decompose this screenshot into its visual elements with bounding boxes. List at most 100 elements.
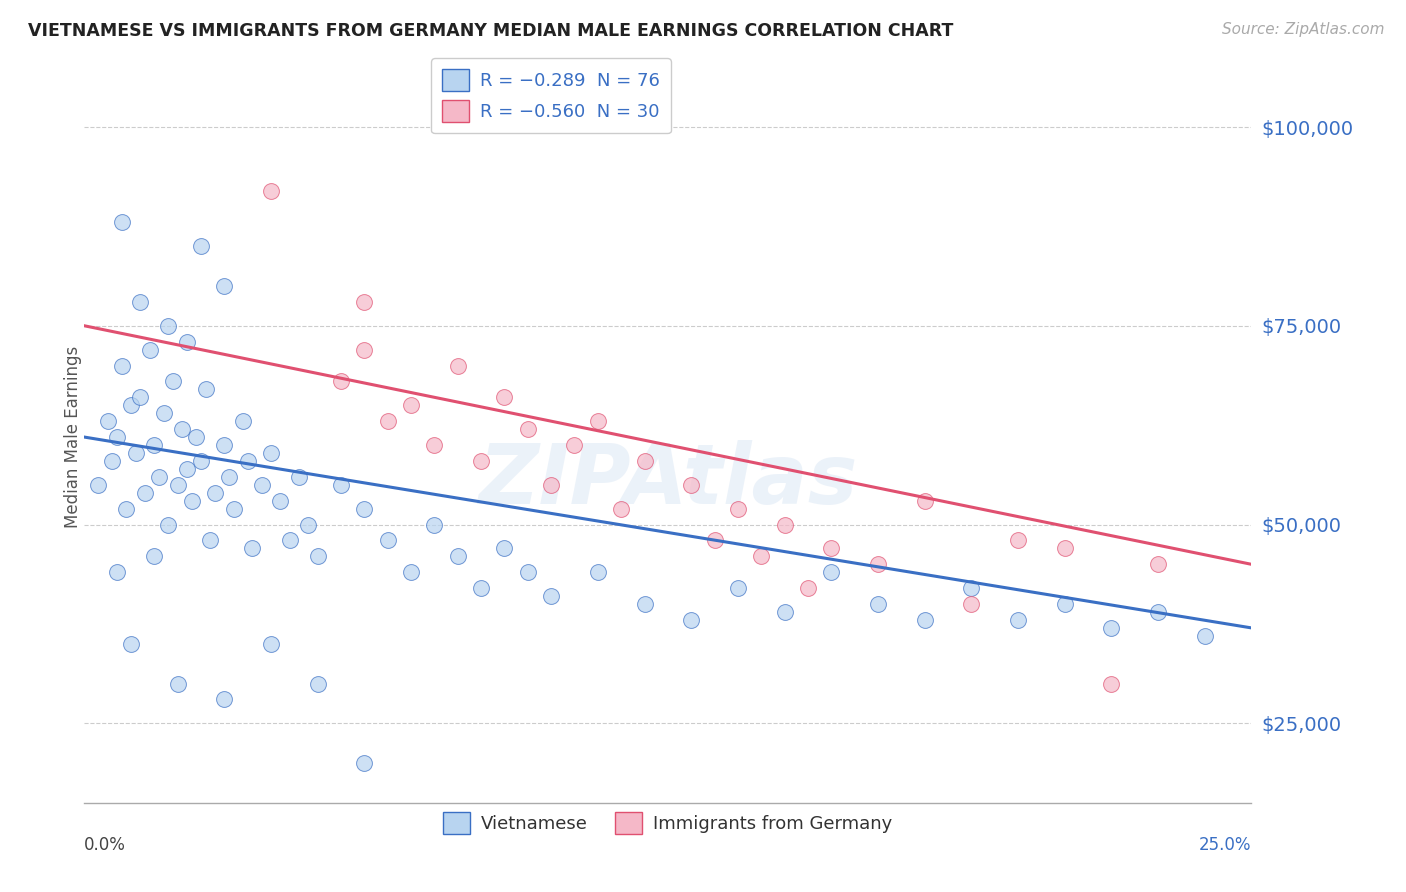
- Point: [353, 756, 375, 770]
- Point: [773, 517, 796, 532]
- Point: [186, 430, 208, 444]
- Point: [353, 501, 375, 516]
- Point: [330, 477, 353, 491]
- Point: [1053, 597, 1076, 611]
- Point: [129, 390, 152, 404]
- Point: [494, 541, 516, 556]
- Point: [143, 438, 166, 452]
- Point: [218, 470, 240, 484]
- Point: [162, 375, 184, 389]
- Point: [470, 581, 492, 595]
- Text: 0.0%: 0.0%: [84, 836, 127, 854]
- Point: [194, 383, 217, 397]
- Point: [377, 414, 399, 428]
- Point: [288, 470, 311, 484]
- Point: [204, 485, 226, 500]
- Point: [564, 438, 586, 452]
- Point: [87, 477, 110, 491]
- Point: [727, 501, 749, 516]
- Point: [105, 430, 128, 444]
- Point: [269, 493, 291, 508]
- Point: [681, 613, 703, 627]
- Point: [143, 549, 166, 564]
- Point: [797, 581, 820, 595]
- Text: VIETNAMESE VS IMMIGRANTS FROM GERMANY MEDIAN MALE EARNINGS CORRELATION CHART: VIETNAMESE VS IMMIGRANTS FROM GERMANY ME…: [28, 22, 953, 40]
- Point: [330, 375, 353, 389]
- Point: [516, 422, 538, 436]
- Point: [1147, 605, 1170, 619]
- Point: [176, 334, 198, 349]
- Point: [749, 549, 772, 564]
- Point: [166, 676, 188, 690]
- Point: [866, 597, 889, 611]
- Point: [115, 501, 138, 516]
- Point: [105, 566, 128, 580]
- Point: [260, 637, 283, 651]
- Point: [134, 485, 156, 500]
- Point: [1194, 629, 1216, 643]
- Point: [423, 438, 446, 452]
- Point: [120, 637, 142, 651]
- Point: [423, 517, 446, 532]
- Point: [586, 414, 609, 428]
- Point: [129, 294, 152, 309]
- Point: [914, 613, 936, 627]
- Point: [157, 318, 180, 333]
- Point: [703, 533, 725, 548]
- Point: [138, 343, 160, 357]
- Point: [1099, 621, 1122, 635]
- Point: [214, 438, 236, 452]
- Point: [914, 493, 936, 508]
- Point: [260, 184, 283, 198]
- Text: Source: ZipAtlas.com: Source: ZipAtlas.com: [1222, 22, 1385, 37]
- Point: [190, 454, 212, 468]
- Point: [222, 501, 245, 516]
- Point: [681, 477, 703, 491]
- Point: [152, 406, 174, 420]
- Point: [307, 549, 329, 564]
- Point: [250, 477, 273, 491]
- Text: ZIPAtlas: ZIPAtlas: [478, 441, 858, 522]
- Point: [377, 533, 399, 548]
- Point: [260, 446, 283, 460]
- Point: [960, 597, 983, 611]
- Point: [125, 446, 148, 460]
- Point: [200, 533, 222, 548]
- Point: [353, 294, 375, 309]
- Point: [172, 422, 194, 436]
- Point: [773, 605, 796, 619]
- Point: [214, 279, 236, 293]
- Point: [866, 558, 889, 572]
- Point: [1099, 676, 1122, 690]
- Point: [540, 477, 562, 491]
- Point: [176, 462, 198, 476]
- Point: [353, 343, 375, 357]
- Point: [242, 541, 264, 556]
- Point: [157, 517, 180, 532]
- Point: [586, 566, 609, 580]
- Point: [120, 398, 142, 412]
- Point: [111, 215, 134, 229]
- Point: [166, 477, 188, 491]
- Point: [180, 493, 202, 508]
- Point: [278, 533, 301, 548]
- Point: [1147, 558, 1170, 572]
- Point: [111, 359, 134, 373]
- Point: [1053, 541, 1076, 556]
- Point: [820, 566, 842, 580]
- Point: [470, 454, 492, 468]
- Point: [101, 454, 124, 468]
- Legend: Vietnamese, Immigrants from Germany: Vietnamese, Immigrants from Germany: [433, 801, 903, 845]
- Point: [447, 549, 470, 564]
- Point: [307, 676, 329, 690]
- Point: [399, 398, 422, 412]
- Y-axis label: Median Male Earnings: Median Male Earnings: [65, 346, 82, 528]
- Point: [232, 414, 254, 428]
- Point: [236, 454, 259, 468]
- Point: [447, 359, 470, 373]
- Point: [960, 581, 983, 595]
- Point: [820, 541, 842, 556]
- Point: [633, 454, 655, 468]
- Point: [1007, 533, 1029, 548]
- Text: 25.0%: 25.0%: [1199, 836, 1251, 854]
